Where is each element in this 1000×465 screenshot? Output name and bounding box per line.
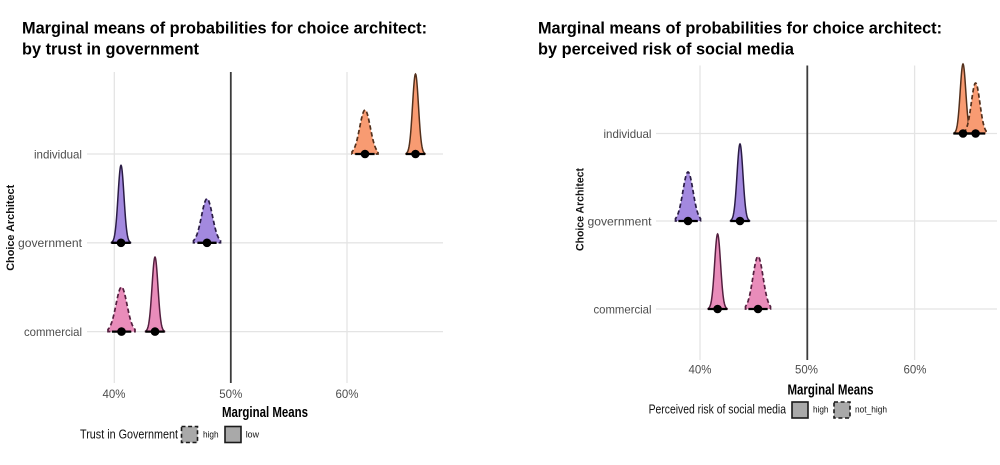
svg-text:Perceived risk of social media: Perceived risk of social media <box>649 402 787 417</box>
svg-text:commercial: commercial <box>24 325 82 339</box>
svg-text:Marginal means of probabilitie: Marginal means of probabilities for choi… <box>538 20 942 38</box>
svg-text:not_high: not_high <box>855 405 887 416</box>
svg-text:60%: 60% <box>336 387 359 401</box>
svg-text:government: government <box>588 214 653 228</box>
svg-text:high: high <box>813 405 829 416</box>
svg-text:high: high <box>203 429 219 440</box>
svg-text:Marginal Means: Marginal Means <box>788 383 874 399</box>
svg-text:individual: individual <box>604 127 652 141</box>
svg-text:Choice Architect: Choice Architect <box>575 168 587 251</box>
svg-text:50%: 50% <box>219 387 242 401</box>
svg-text:low: low <box>246 429 259 440</box>
svg-text:individual: individual <box>34 147 82 161</box>
svg-text:50%: 50% <box>795 362 818 376</box>
svg-text:40%: 40% <box>689 362 712 376</box>
svg-text:Marginal means of probabilitie: Marginal means of probabilities for choi… <box>22 20 427 38</box>
svg-text:government: government <box>18 236 83 250</box>
svg-text:by trust in government: by trust in government <box>22 41 199 59</box>
svg-text:Marginal Means: Marginal Means <box>222 405 308 421</box>
svg-text:60%: 60% <box>904 362 927 376</box>
svg-text:by perceived risk of social me: by perceived risk of social media <box>538 41 795 59</box>
svg-text:Trust in Government: Trust in Government <box>80 426 178 441</box>
svg-text:commercial: commercial <box>594 302 652 316</box>
svg-text:Choice Architect: Choice Architect <box>5 184 17 270</box>
svg-text:40%: 40% <box>103 387 126 401</box>
